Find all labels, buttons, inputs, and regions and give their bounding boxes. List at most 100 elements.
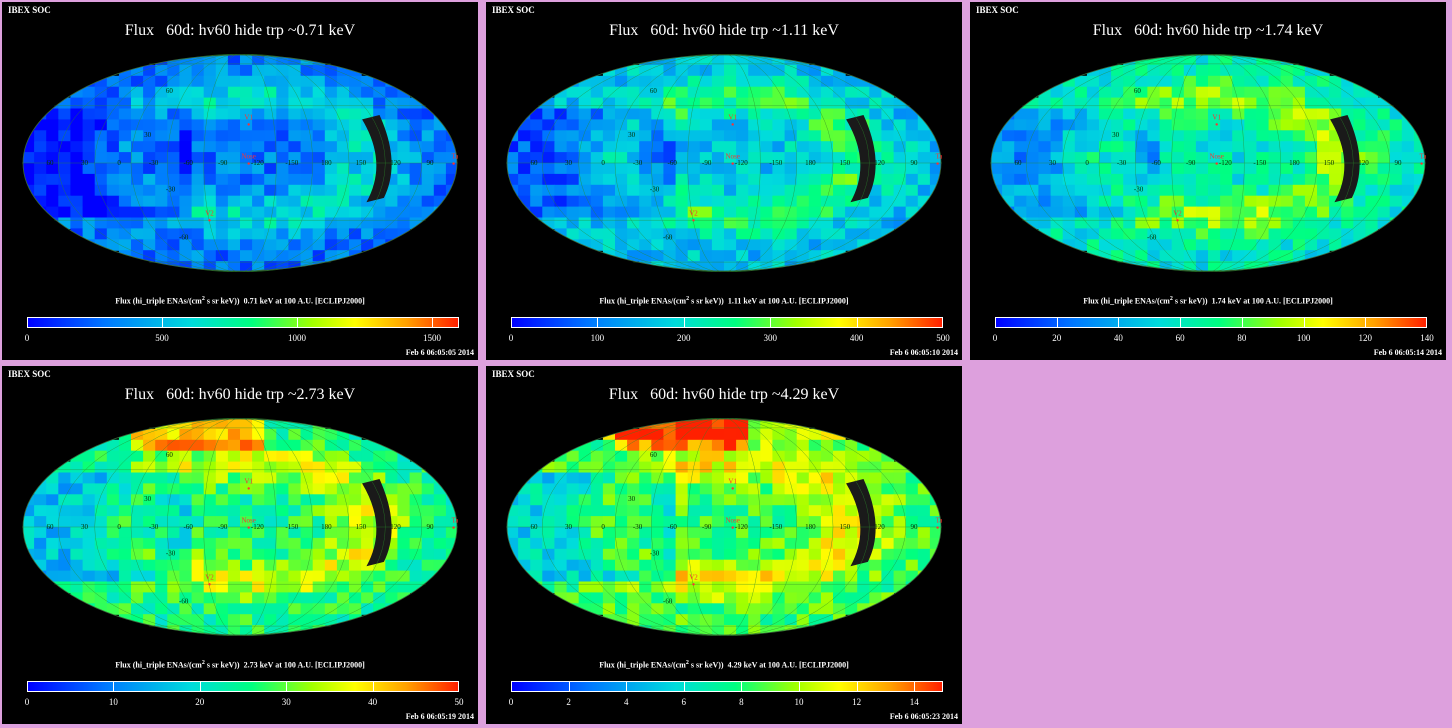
flux-cell bbox=[833, 483, 846, 495]
colorbar bbox=[27, 681, 459, 692]
flux-cell bbox=[203, 516, 217, 528]
flux-cell bbox=[724, 537, 737, 550]
flux-cell bbox=[203, 86, 217, 99]
flux-cell bbox=[118, 581, 132, 593]
flux-cell bbox=[1280, 97, 1294, 110]
flux-cell bbox=[82, 206, 96, 219]
flux-cell bbox=[1074, 130, 1088, 142]
flux-cell bbox=[1062, 108, 1076, 120]
flux-cell bbox=[748, 86, 761, 99]
flux-cell bbox=[1195, 141, 1209, 153]
flux-cell bbox=[845, 108, 858, 120]
flux-cell bbox=[336, 141, 350, 153]
flux-cell bbox=[917, 152, 931, 164]
flux-cell bbox=[1171, 184, 1185, 197]
flux-cell bbox=[118, 184, 132, 197]
flux-cell bbox=[421, 570, 435, 583]
flux-cell bbox=[869, 152, 882, 164]
flux-cell bbox=[179, 206, 193, 219]
flux-cell bbox=[687, 250, 701, 262]
flux-cell bbox=[240, 461, 253, 474]
flux-cell bbox=[663, 64, 677, 77]
flux-cell bbox=[300, 141, 314, 153]
flux-cell bbox=[905, 217, 919, 229]
latitude-label: -30 bbox=[650, 549, 660, 557]
flux-cell bbox=[118, 494, 132, 506]
flux-cell bbox=[1220, 152, 1233, 164]
flux-cell bbox=[252, 184, 265, 197]
flux-cell bbox=[507, 537, 519, 550]
colorbar-caption: Flux (hi_triple ENAs/(cm2 s sr keV)) 4.2… bbox=[599, 660, 849, 670]
flux-cell bbox=[820, 505, 834, 517]
map-outline bbox=[22, 418, 458, 636]
flux-cell bbox=[118, 428, 132, 441]
flux-cell bbox=[845, 141, 858, 153]
flux-cell bbox=[602, 184, 616, 197]
flux-cell bbox=[590, 537, 604, 550]
longitude-label: 30 bbox=[565, 159, 573, 167]
flux-cell bbox=[1329, 239, 1342, 251]
flux-cell bbox=[288, 64, 302, 77]
flux-cell bbox=[784, 228, 798, 240]
flux-cell bbox=[1377, 173, 1391, 186]
flux-cell bbox=[106, 548, 120, 561]
flux-cell bbox=[143, 603, 156, 615]
flux-cell bbox=[1268, 119, 1282, 131]
flux-cell bbox=[711, 228, 725, 240]
flux-cell bbox=[1099, 184, 1112, 197]
flux-cell bbox=[1256, 86, 1270, 99]
flux-cell bbox=[651, 239, 664, 251]
flux-cell bbox=[639, 548, 652, 561]
flux-cell bbox=[1002, 163, 1015, 175]
flux-cell bbox=[857, 217, 870, 229]
flux-cell bbox=[264, 548, 277, 561]
flux-cell bbox=[240, 439, 253, 452]
flux-cell bbox=[651, 228, 664, 240]
flux-cell bbox=[566, 450, 580, 463]
flux-cell bbox=[1280, 75, 1294, 88]
colorbar-tick-label: 0 bbox=[992, 333, 998, 343]
flux-cell bbox=[1317, 184, 1330, 197]
flux-cell bbox=[748, 472, 761, 484]
flux-cell bbox=[820, 450, 834, 463]
flux-cell bbox=[1244, 152, 1257, 164]
flux-cell bbox=[808, 141, 822, 153]
flux-cell bbox=[23, 141, 35, 153]
flux-cell bbox=[627, 527, 640, 539]
flux-cell bbox=[578, 505, 592, 517]
flux-cell bbox=[663, 537, 677, 550]
flux-cell bbox=[118, 141, 132, 153]
flux-cell bbox=[566, 527, 580, 539]
flux-cell bbox=[687, 228, 701, 240]
flux-cell bbox=[409, 516, 423, 528]
flux-cell bbox=[252, 228, 265, 240]
flux-cell bbox=[554, 152, 568, 164]
flux-cell bbox=[663, 625, 677, 635]
flux-cell bbox=[627, 592, 640, 604]
flux-cell bbox=[1050, 97, 1064, 110]
flux-cell bbox=[276, 592, 289, 604]
flux-cell bbox=[518, 173, 531, 186]
flux-cell bbox=[760, 261, 773, 271]
flux-cell bbox=[288, 516, 302, 528]
flux-cell bbox=[772, 228, 786, 240]
flux-cell bbox=[1183, 64, 1197, 77]
flux-cell bbox=[1195, 228, 1209, 240]
flux-cell bbox=[203, 537, 217, 550]
flux-cell bbox=[167, 592, 180, 604]
flux-cell bbox=[203, 527, 217, 539]
flux-cell bbox=[240, 163, 253, 175]
flux-cell bbox=[699, 439, 713, 452]
flux-cell bbox=[1292, 108, 1306, 120]
flux-cell bbox=[215, 184, 229, 197]
flux-cell bbox=[240, 472, 253, 484]
flux-cell bbox=[215, 75, 229, 88]
flux-cell bbox=[833, 439, 846, 452]
flux-cell bbox=[1111, 239, 1124, 251]
flux-cell bbox=[602, 548, 616, 561]
flux-cell bbox=[131, 505, 144, 517]
flux-cell bbox=[869, 450, 882, 463]
flux-cell bbox=[1256, 55, 1270, 66]
flux-cell bbox=[349, 141, 362, 153]
flux-cell bbox=[106, 130, 120, 142]
